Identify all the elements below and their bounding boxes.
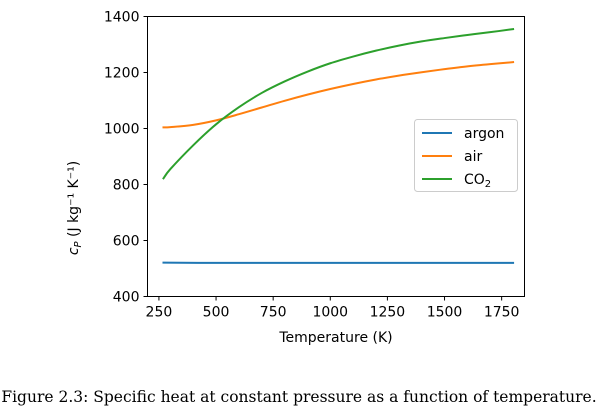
legend: argon air CO2 [414,119,518,192]
series-lines [162,27,515,264]
y-tick-label: 1000 [104,122,140,138]
x-axis-label: Temperature (K) [278,330,392,346]
x-tick-label: 1750 [484,305,520,321]
legend-label: argon [464,126,504,142]
x-tick-label: 250 [146,305,173,321]
series-line-3 [162,27,515,180]
x-tick-label: 1000 [312,305,348,321]
y-tick-label: 400 [113,290,140,306]
x-tick-label: 1250 [370,305,406,321]
axis-ticks: 250 500 750 1000 1250 1500 1750 400 600 800 1000 12… [104,10,520,321]
legend-label: air [464,149,482,165]
x-tick-label: 500 [203,305,230,321]
y-tick-label: 1400 [104,10,140,26]
legend-box [414,119,518,192]
y-axis-label: cP (J kg⁻¹ K⁻¹) [66,161,84,255]
y-tick-label: 800 [113,178,140,194]
x-tick-label: 1500 [427,305,463,321]
plot-frame [147,16,525,297]
y-tick-label: 1200 [104,66,140,82]
figure-caption: Figure 2.3: Specific heat at constant pr… [1,388,597,406]
legend-label: CO2 [464,172,491,190]
series-line-2 [162,61,515,129]
y-tick-label: 600 [113,234,140,250]
x-tick-label: 750 [260,305,287,321]
